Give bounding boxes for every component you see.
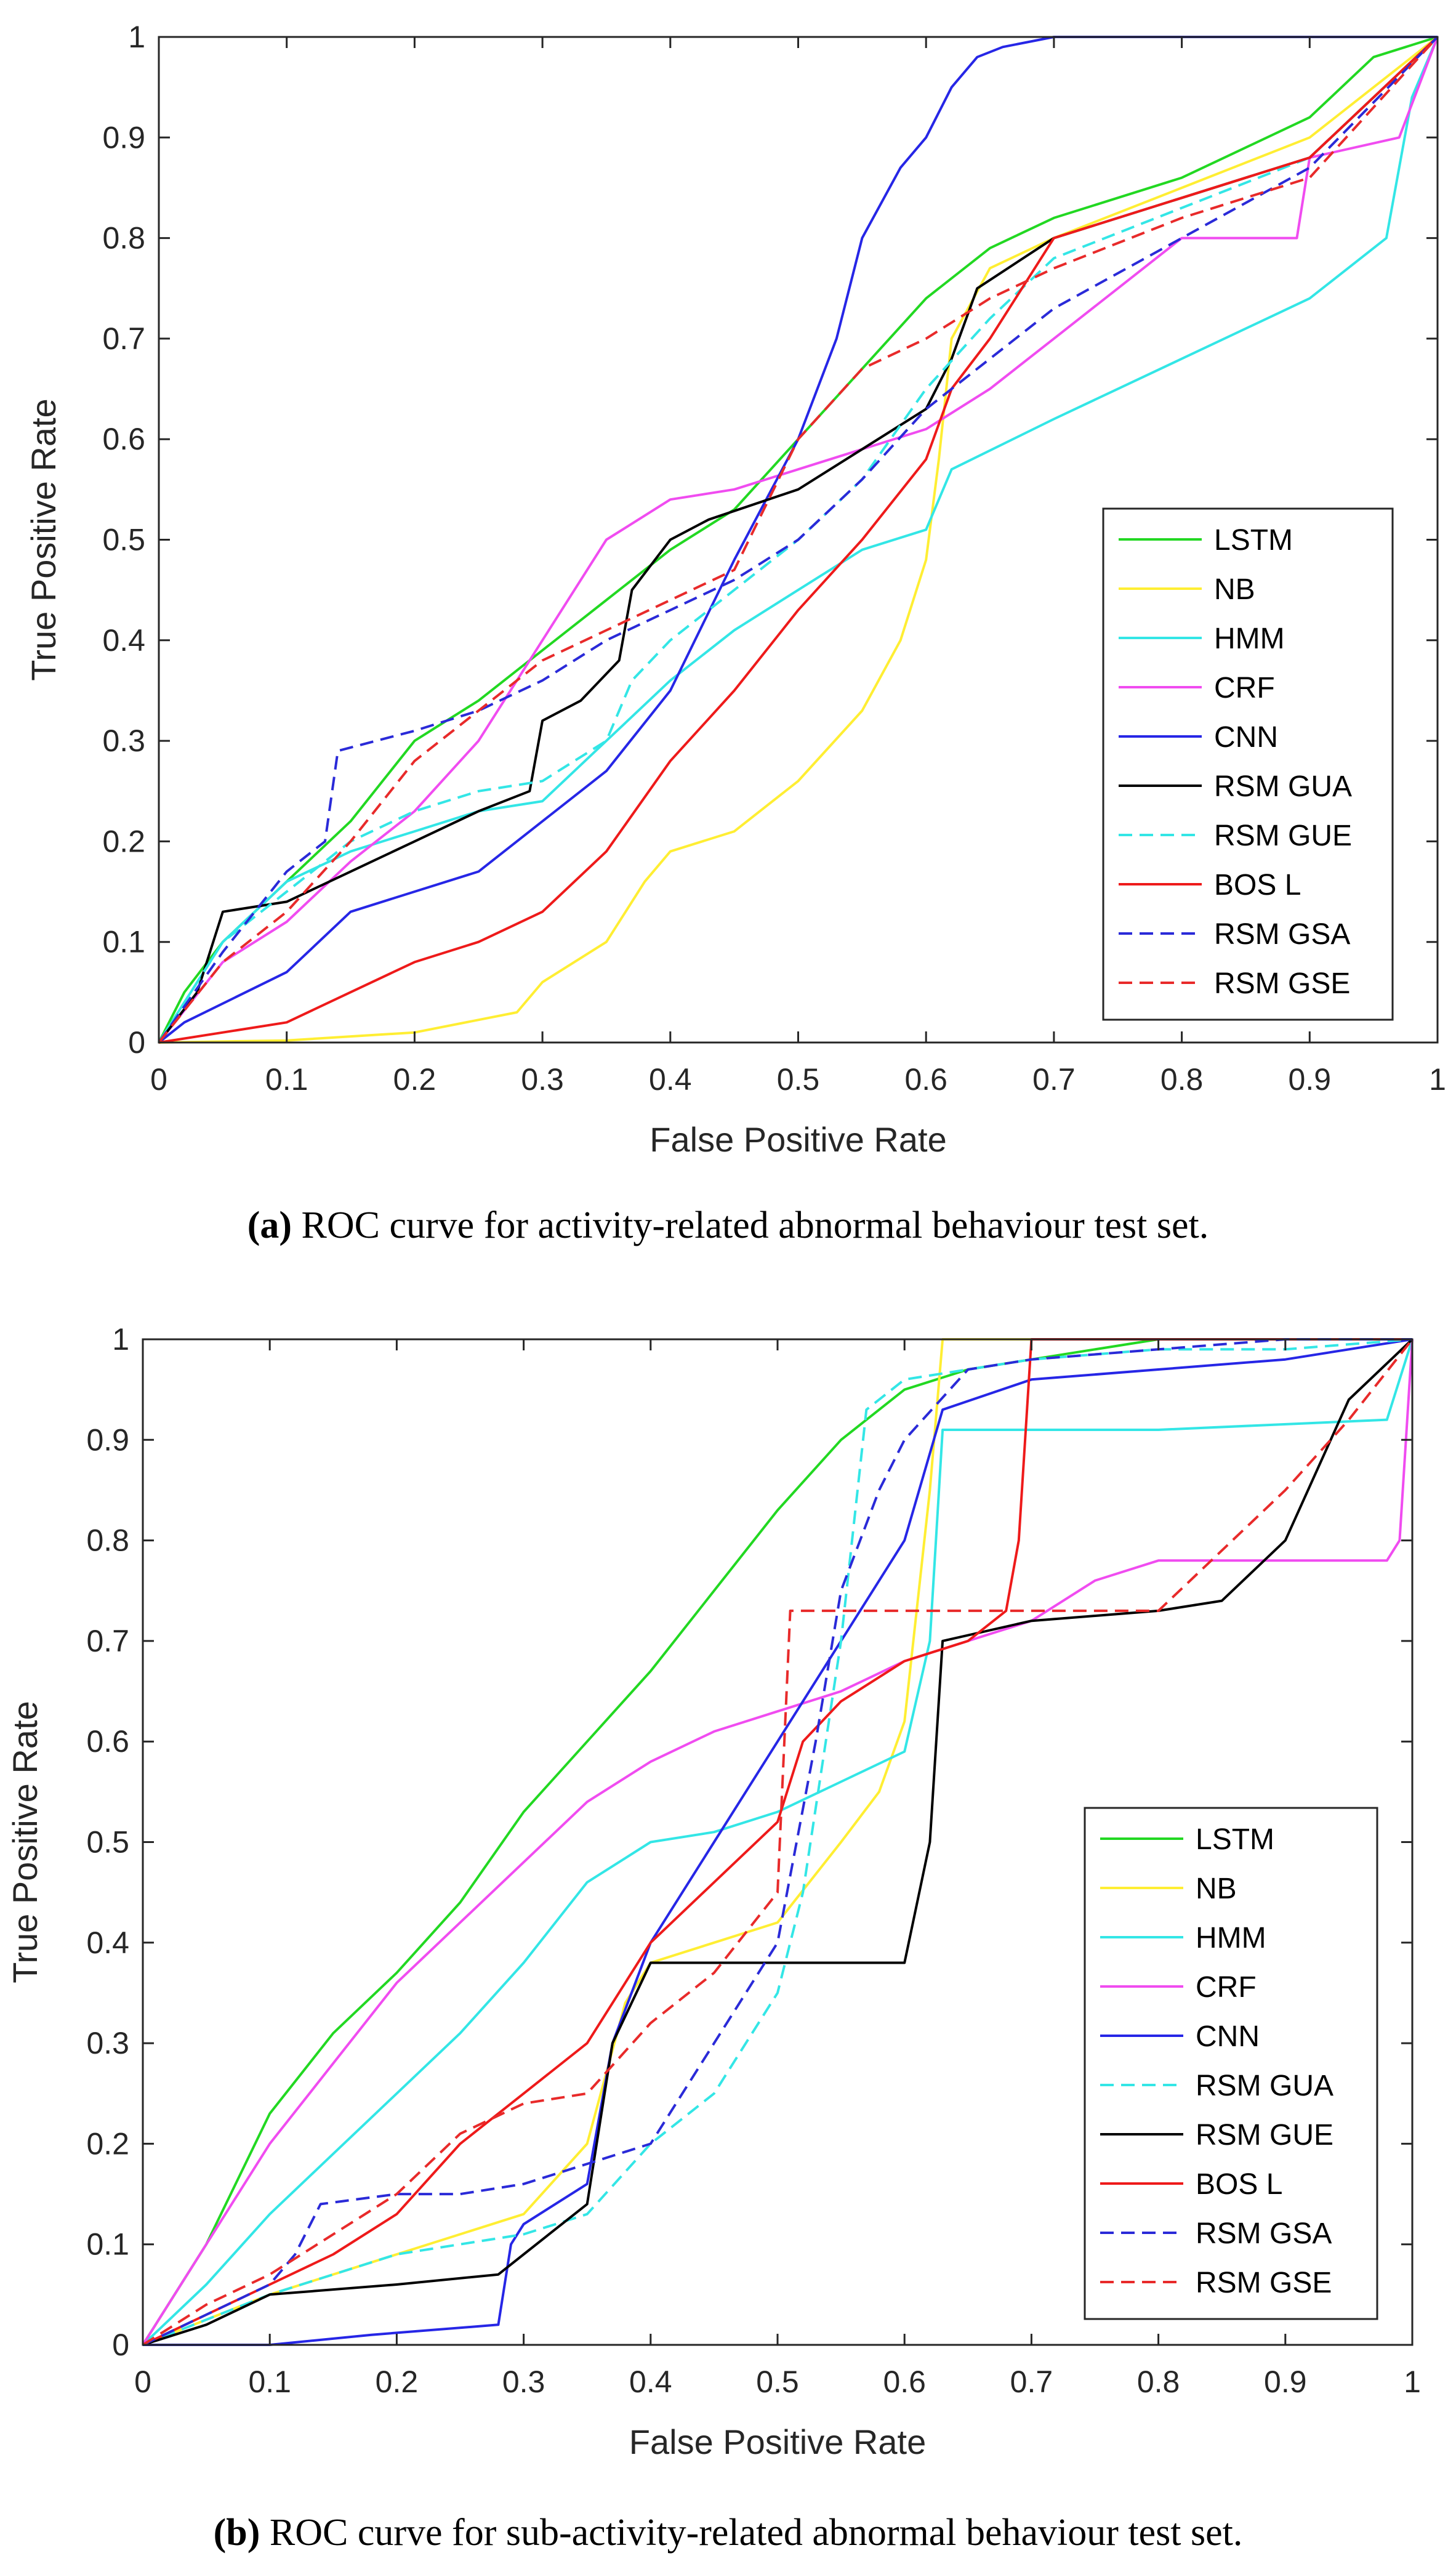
y-tick-label: 0.3 — [102, 724, 145, 758]
y-tick-label: 0.6 — [102, 422, 145, 456]
legend-label-lstm: LSTM — [1196, 1823, 1274, 1856]
x-tick-label: 0.7 — [1010, 2365, 1053, 2399]
series-line-nb — [142, 1338, 1412, 2346]
series-line-crf — [142, 1339, 1414, 2346]
x-tick-label: 0.6 — [883, 2365, 926, 2399]
series-line-rsm-gue — [142, 1338, 1414, 2346]
roc-chart-sub-activity: 0 0.1 0.2 0.3 0.4 0.5 0.6 0.7 0.8 0.9 1 0 0.1 0.2 0.3 0… — [6, 1322, 1421, 2461]
legend-label-cnn: CNN — [1196, 2020, 1260, 2053]
y-tick-label: 0 — [112, 2328, 129, 2362]
series-line-nb — [158, 36, 1439, 1044]
y-tick-label: 0.7 — [102, 321, 145, 356]
legend-label-nb: NB — [1214, 573, 1255, 606]
series-group — [142, 1338, 1414, 2346]
x-tick-label: 0.1 — [265, 1062, 308, 1097]
x-tick-label: 0.4 — [649, 1062, 692, 1097]
y-tick-label: 0.8 — [102, 221, 145, 256]
series-line-hmm — [158, 36, 1439, 1044]
caption-b-text: ROC curve for sub-activity-related abnor… — [269, 2512, 1243, 2554]
x-tick-label: 0.8 — [1160, 1062, 1204, 1097]
y-tick-label: 0.9 — [102, 120, 145, 155]
y-tick-label: 0.7 — [86, 1624, 129, 1658]
series-line-lstm — [158, 36, 1438, 1043]
x-tick-label: 0.2 — [376, 2365, 419, 2399]
legend-label-rsm-gue: RSM GUE — [1214, 820, 1352, 852]
caption-a-letter: (a) — [247, 1204, 292, 1246]
x-tick-label: 0 — [150, 1062, 167, 1097]
y-tick-label: 0.8 — [86, 1523, 129, 1558]
y-tick-label: 0.4 — [86, 1926, 129, 1960]
legend-label-nb: NB — [1196, 1873, 1237, 1905]
caption-a-text: ROC curve for activity-related abnormal … — [301, 1204, 1209, 1246]
y-tick-label: 0.1 — [102, 925, 145, 959]
x-tick-label: 0.5 — [756, 2365, 799, 2399]
legend-label-hmm: HMM — [1196, 1922, 1266, 1954]
x-tick-label: 0.3 — [521, 1062, 564, 1097]
x-tick-label: 0.1 — [248, 2365, 291, 2399]
legend-label-bos-l: BOS L — [1214, 869, 1301, 901]
legend-label-rsm-gue: RSM GUE — [1196, 2119, 1333, 2152]
y-axis-label: True Positive Rate — [6, 1701, 44, 1983]
x-tick-label: 0.2 — [393, 1062, 436, 1097]
legend-label-hmm: HMM — [1214, 623, 1285, 655]
legend-label-rsm-gse: RSM GSE — [1196, 2267, 1332, 2299]
series-line-crf — [158, 36, 1439, 1044]
legend-label-rsm-gua: RSM GUA — [1196, 2070, 1333, 2102]
y-axis-label: True Positive Rate — [24, 398, 63, 681]
legend-label-crf: CRF — [1214, 672, 1275, 704]
x-tick-label: 1 — [1429, 1062, 1446, 1097]
y-tick-label: 0.9 — [86, 1422, 129, 1457]
x-tick-label: 0.3 — [502, 2365, 545, 2399]
legend-label-cnn: CNN — [1214, 721, 1278, 754]
legend-label-lstm: LSTM — [1214, 524, 1293, 557]
y-tick-label: 0.1 — [86, 2227, 129, 2262]
series-line-rsm-gse — [158, 36, 1439, 1044]
x-tick-label: 0.6 — [904, 1062, 947, 1097]
x-axis-label: False Positive Rate — [650, 1120, 946, 1159]
series-line-rsm-gua — [158, 36, 1439, 1044]
x-tick-label: 0.4 — [629, 2365, 672, 2399]
legend-label-rsm-gsa: RSM GSA — [1196, 2217, 1332, 2250]
y-tick-label: 0.2 — [86, 2126, 129, 2161]
y-tick-label: 1 — [112, 1322, 129, 1357]
caption-b: (b) ROC curve for sub-activity-related a… — [0, 2511, 1456, 2555]
x-tick-label: 0.9 — [1289, 1062, 1332, 1097]
series-line-cnn — [143, 1338, 1413, 2346]
series-line-rsm-gse — [142, 1338, 1414, 2346]
series-line-bos-l — [142, 1338, 1412, 2346]
y-tick-label: 0 — [128, 1025, 145, 1060]
x-axis-label: False Positive Rate — [629, 2422, 926, 2461]
legend-label-rsm-gse: RSM GSE — [1214, 967, 1350, 1000]
x-tick-label: 0.9 — [1264, 2365, 1307, 2399]
x-tick-label: 0.5 — [777, 1062, 820, 1097]
series-line-rsm-gsa — [142, 1338, 1412, 2346]
y-tick-label: 0.6 — [86, 1724, 129, 1759]
x-tick-label: 0.7 — [1032, 1062, 1076, 1097]
series-line-rsm-gsa — [158, 36, 1439, 1044]
legend-label-rsm-gua: RSM GUA — [1214, 770, 1352, 803]
y-tick-label: 0.4 — [102, 623, 145, 658]
series-group — [158, 36, 1439, 1044]
y-tick-label: 1 — [128, 20, 145, 54]
y-tick-label: 0.5 — [102, 523, 145, 557]
legend: LSTM NB HMM CRF CNN RSM GUA RSM GUE BOS L RSM GS… — [1102, 507, 1394, 1021]
roc-chart-activity: 0 0.1 0.2 0.3 0.4 0.5 0.6 0.7 0.8 0.9 1 0 0.1 0.2 0.3 0… — [24, 20, 1446, 1159]
y-tick-label: 0.2 — [102, 824, 145, 858]
legend-label-crf: CRF — [1196, 1971, 1257, 2004]
legend-label-rsm-gsa: RSM GSA — [1214, 918, 1350, 951]
legend: LSTM NB HMM CRF CNN RSM GUA RSM GUE BOS L RSM GS… — [1084, 1807, 1378, 2320]
caption-a: (a) ROC curve for activity-related abnor… — [0, 1204, 1456, 1248]
series-line-hmm — [142, 1339, 1414, 2346]
x-tick-label: 0 — [134, 2365, 151, 2399]
x-tick-label: 1 — [1404, 2365, 1421, 2399]
y-tick-label: 0.3 — [86, 2026, 129, 2060]
x-tick-label: 0.8 — [1137, 2365, 1180, 2399]
y-tick-label: 0.5 — [86, 1825, 129, 1860]
legend-label-bos-l: BOS L — [1196, 2168, 1282, 2201]
caption-b-letter: (b) — [213, 2512, 260, 2554]
series-line-bos-l — [158, 36, 1439, 1044]
